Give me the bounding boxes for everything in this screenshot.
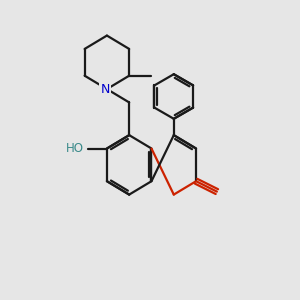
Text: HO: HO — [66, 142, 84, 155]
Text: N: N — [101, 82, 110, 96]
